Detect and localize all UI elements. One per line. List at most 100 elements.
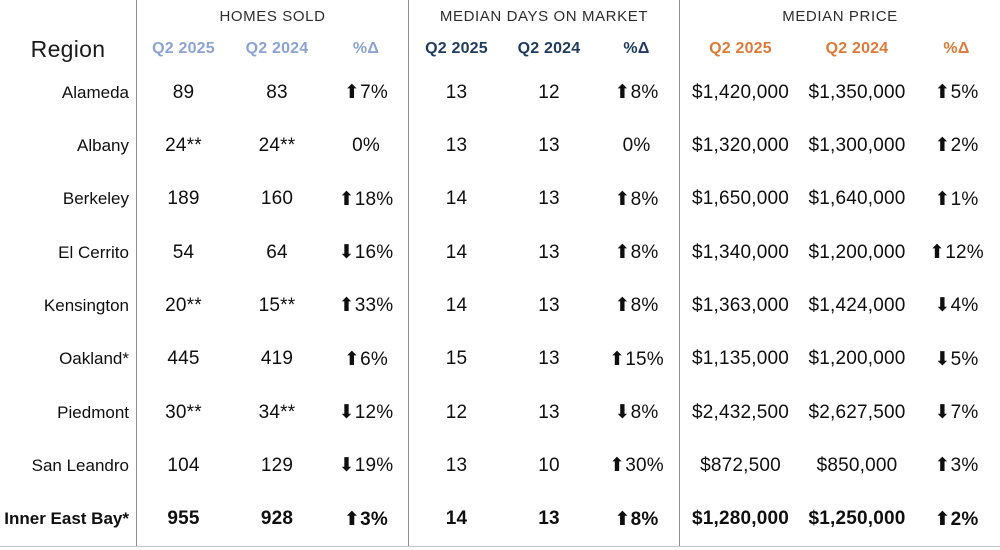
days-pct-delta-value: ⬆8% <box>614 188 659 210</box>
days-2025-value: 12 <box>408 385 504 440</box>
homes-2025-value: 24** <box>136 119 230 173</box>
days-2025-value: 15 <box>408 332 504 386</box>
homes-pct-delta-value: ⬇19% <box>338 455 394 477</box>
region-cell: Albany <box>77 135 129 155</box>
homes-pct-delta-value: 0% <box>352 134 380 156</box>
price-q2-2025-header: Q2 2025 <box>679 32 801 66</box>
table-row-berkeley: Berkeley 189 160 ⬆18% 14 13 ⬆8% $1,650,0… <box>0 172 1000 226</box>
group-title-median-price: MEDIAN PRICE <box>679 0 1000 32</box>
homes-pct-delta-value: ⬆3% <box>344 508 388 530</box>
days-pct-delta-value: ⬆8% <box>614 508 659 530</box>
days-pct-delta-value: ⬇8% <box>614 402 659 424</box>
days-2025-value: 14 <box>408 172 504 226</box>
price-pct-delta-value: ⬆2% <box>934 135 979 157</box>
homes-2025-value: 955 <box>136 492 230 546</box>
price-pct-delta-value: ⬇5% <box>934 348 979 370</box>
price-2024-value: $1,200,000 <box>808 241 906 263</box>
price-2025-value: $1,280,000 <box>679 492 801 546</box>
days-2025-value: 14 <box>408 492 504 546</box>
table-row-oakland: Oakland* 445 419 ⬆6% 15 13 ⬆15% $1,135,0… <box>0 332 1000 386</box>
table-row-el-cerrito: El Cerrito 54 64 ⬇16% 14 13 ⬆8% $1,340,0… <box>0 225 1000 280</box>
days-q2-2024-header: Q2 2024 <box>517 40 581 57</box>
price-2024-value: $1,424,000 <box>808 294 906 316</box>
price-pct-delta-value: ⬆1% <box>934 188 979 210</box>
table-row-kensington: Kensington 20** 15** ⬆33% 14 13 ⬆8% $1,3… <box>0 279 1000 333</box>
days-pct-delta-value: ⬆15% <box>609 348 664 370</box>
homes-pct-delta-header: %Δ <box>352 40 380 57</box>
homes-2025-value: 20** <box>136 279 230 333</box>
price-pct-delta-value: ⬆5% <box>934 82 979 104</box>
price-pct-delta-value: ⬆3% <box>934 455 979 477</box>
days-2025-value: 14 <box>408 225 504 280</box>
region-cell: San Leandro <box>31 455 129 475</box>
region-cell: Berkeley <box>62 189 129 209</box>
homes-pct-delta-value: ⬆7% <box>344 82 388 104</box>
homes-2025-value: 54 <box>136 225 230 280</box>
days-2025-value: 13 <box>408 66 504 120</box>
homes-2024-value: 15** <box>258 294 296 316</box>
days-2024-value: 13 <box>538 134 560 156</box>
price-2024-value: $1,350,000 <box>808 81 906 103</box>
homes-2025-value: 445 <box>136 332 230 386</box>
region-cell: Kensington <box>43 295 129 315</box>
price-2025-value: $1,420,000 <box>679 66 801 120</box>
homes-2024-value: 419 <box>260 348 294 370</box>
price-pct-delta-header: %Δ <box>943 40 970 57</box>
price-2025-value: $872,500 <box>679 439 801 493</box>
region-cell: Oakland* <box>59 349 129 369</box>
price-2025-value: $1,340,000 <box>679 225 801 280</box>
region-header: Region <box>30 35 106 62</box>
days-2025-value: 13 <box>408 119 504 173</box>
price-2025-value: $1,650,000 <box>679 172 801 226</box>
days-2024-value: 13 <box>538 188 560 210</box>
homes-q2-2025-header: Q2 2025 <box>136 32 230 66</box>
price-q2-2024-header: Q2 2024 <box>825 40 889 57</box>
price-pct-delta-value: ⬇7% <box>934 402 979 424</box>
group-title-median-days: MEDIAN DAYS ON MARKET <box>408 0 679 32</box>
table-row-inner-east-bay-total: Inner East Bay* 955 928 ⬆3% 14 13 ⬆8% $1… <box>0 492 1000 546</box>
price-2024-value: $2,627,500 <box>808 401 906 423</box>
homes-2024-value: 24** <box>258 134 296 156</box>
homes-2025-value: 30** <box>136 385 230 440</box>
price-2025-value: $1,135,000 <box>679 332 801 386</box>
price-pct-delta-value: ⬆12% <box>929 242 984 264</box>
homes-2024-value: 83 <box>266 81 288 103</box>
region-cell: El Cerrito <box>58 242 129 262</box>
days-pct-delta-value: ⬆30% <box>609 455 664 477</box>
homes-2025-value: 104 <box>136 439 230 493</box>
days-2024-value: 13 <box>538 294 560 316</box>
homes-pct-delta-value: ⬆33% <box>338 295 394 317</box>
table-row-albany: Albany 24** 24** 0% 13 13 0% $1,320,000 … <box>0 119 1000 173</box>
price-2024-value: $1,250,000 <box>808 508 906 530</box>
days-2024-value: 13 <box>538 241 560 263</box>
group-title-homes-sold: HOMES SOLD <box>136 0 408 32</box>
homes-2024-value: 160 <box>260 188 294 210</box>
price-2025-value: $2,432,500 <box>679 385 801 440</box>
price-2025-value: $1,363,000 <box>679 279 801 333</box>
days-pct-delta-value: ⬆8% <box>614 295 659 317</box>
region-cell: Inner East Bay* <box>4 509 129 529</box>
days-2025-value: 13 <box>408 439 504 493</box>
region-cell: Piedmont <box>57 402 129 422</box>
homes-2024-value: 64 <box>266 241 288 263</box>
homes-2025-value: 89 <box>136 66 230 120</box>
homes-pct-delta-value: ⬆18% <box>338 188 394 210</box>
days-2024-value: 12 <box>538 81 560 103</box>
price-2024-value: $1,200,000 <box>808 348 906 370</box>
days-2024-value: 13 <box>538 348 560 370</box>
group-title-spacer <box>0 0 136 32</box>
homes-2024-value: 34** <box>258 401 296 423</box>
homes-2024-value: 129 <box>260 454 294 476</box>
days-pct-delta-header: %Δ <box>623 40 650 57</box>
homes-2025-value: 189 <box>136 172 230 226</box>
region-cell: Alameda <box>61 82 129 102</box>
price-2024-value: $1,300,000 <box>808 134 906 156</box>
table-row-alameda: Alameda 89 83 ⬆7% 13 12 ⬆8% $1,420,000 $… <box>0 66 1000 120</box>
price-2024-value: $850,000 <box>816 454 898 476</box>
homes-pct-delta-value: ⬆6% <box>344 348 388 370</box>
homes-q2-2024-header: Q2 2024 <box>245 40 309 57</box>
days-pct-delta-value: 0% <box>622 134 651 156</box>
days-2025-value: 14 <box>408 279 504 333</box>
price-pct-delta-value: ⬆2% <box>934 508 979 530</box>
